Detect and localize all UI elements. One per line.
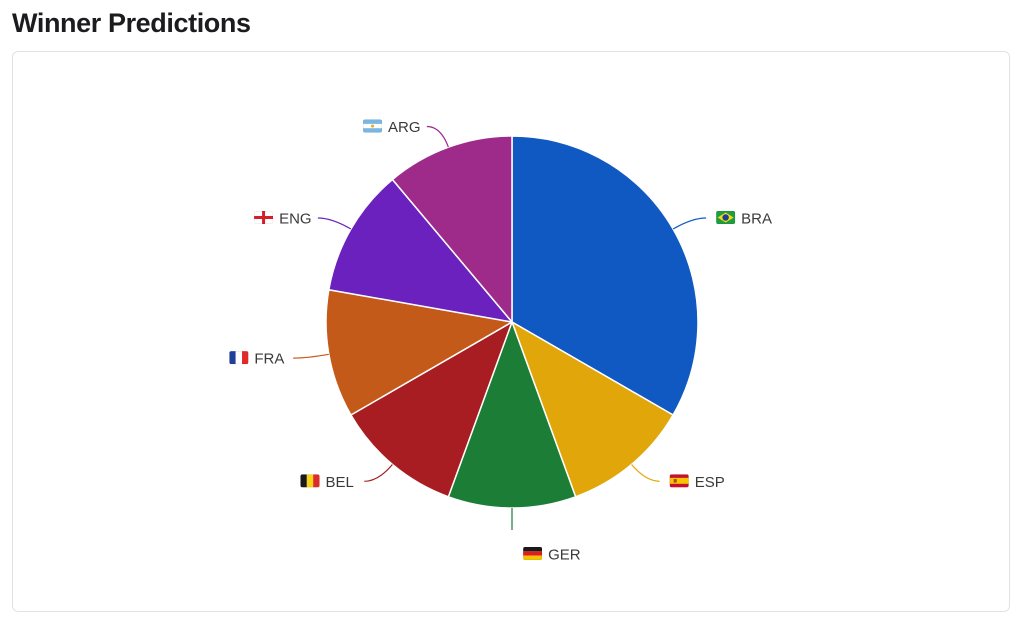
- slice-label-eng: ENG: [254, 211, 312, 228]
- label-leaders: [293, 125, 707, 530]
- slice-label-text-eng: ENG: [279, 211, 312, 228]
- page-title: Winner Predictions: [12, 8, 251, 38]
- slice-label-text-bel: BEL: [326, 474, 354, 491]
- pie-slices: [325, 135, 699, 509]
- pie-slice-bra[interactable]: [511, 135, 699, 416]
- pie-slice-eng[interactable]: [328, 178, 513, 323]
- slice-label-esp: ESP: [669, 474, 725, 491]
- pie-slice-fra[interactable]: [325, 288, 513, 416]
- slice-label-text-fra: FRA: [254, 351, 284, 368]
- leader-line-bel: [364, 464, 393, 482]
- leader-line-fra: [293, 353, 329, 359]
- leader-line-eng: [317, 217, 352, 230]
- leader-line-bra: [672, 217, 707, 230]
- pie-slice-ger[interactable]: [447, 321, 577, 509]
- leader-line-arg: [426, 125, 449, 148]
- slice-label-text-esp: ESP: [695, 474, 725, 491]
- slice-label-ger: GER: [523, 547, 581, 564]
- france-flag-icon: [229, 351, 249, 365]
- belgium-flag-icon: [300, 474, 320, 488]
- slice-label-fra: FRA: [229, 351, 284, 368]
- slice-label-text-bra: BRA: [741, 211, 772, 228]
- slice-label-bel: BEL: [300, 474, 354, 491]
- pie-slice-arg[interactable]: [391, 135, 513, 323]
- slice-label-text-arg: ARG: [388, 119, 421, 136]
- pie-slice-bel[interactable]: [350, 321, 513, 498]
- slice-label-arg: ARG: [363, 119, 421, 136]
- leader-line-esp: [631, 464, 660, 482]
- brazil-flag-icon: [716, 211, 736, 224]
- slice-label-bra: BRA: [716, 211, 772, 228]
- spain-flag-icon: [669, 474, 689, 488]
- england-flag-icon: [254, 211, 274, 224]
- pie-slice-esp[interactable]: [511, 321, 674, 498]
- germany-flag-icon: [523, 547, 543, 560]
- slice-labels: BRA ESP GER BEL FRA ENG ARG: [229, 119, 772, 564]
- argentina-flag-icon: [363, 119, 383, 133]
- slice-label-text-ger: GER: [548, 547, 581, 564]
